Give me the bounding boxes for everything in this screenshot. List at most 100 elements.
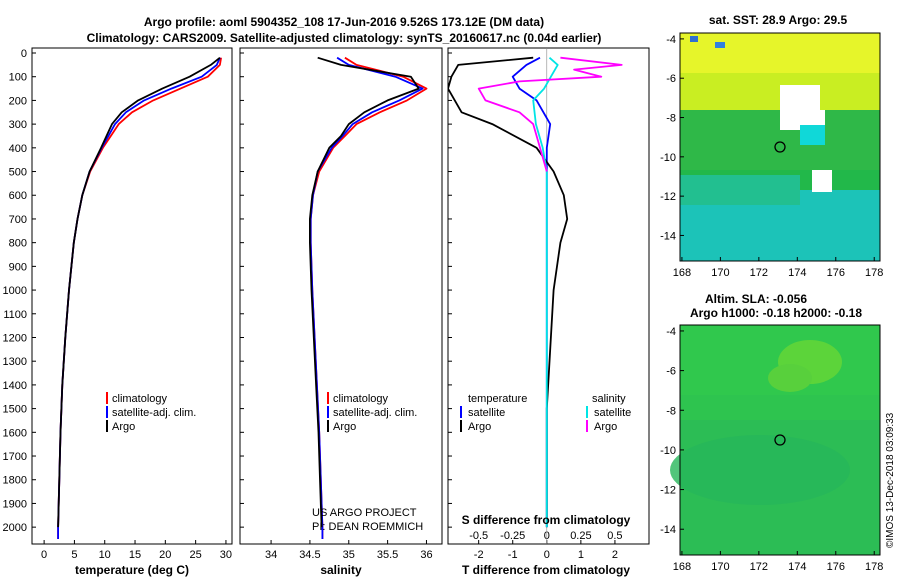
x-tick-label: 34.5 — [299, 549, 320, 561]
depth-tick-label: 1500 — [3, 404, 27, 416]
map-x-tick-label: 176 — [827, 267, 845, 279]
salinity-xlabel: salinity — [320, 563, 362, 577]
title-line-2: Climatology: CARS2009. Satellite-adjuste… — [87, 31, 602, 45]
sla-map-frame — [679, 324, 881, 556]
depth-tick-label: 1300 — [3, 356, 27, 368]
map-y-tick-label: -6 — [666, 73, 676, 85]
series-argo — [308, 56, 420, 528]
legend-title-salinity: salinity — [592, 393, 626, 405]
map-y-tick-label: -10 — [660, 445, 676, 457]
temperature-panel — [31, 47, 233, 545]
x-axes: 0 5 10 15 20 25 30 34 34.5 35 35.5 36 -2 -1 0 1 2 -0.5 -0.… — [41, 530, 623, 561]
sst-argo-marker — [774, 141, 786, 153]
sst-map — [680, 33, 880, 261]
title-line-1: Argo profile: aoml 5904352_108 17-Jun-20… — [144, 15, 544, 29]
depth-tick-label: 900 — [9, 261, 27, 273]
map-x-tick-label: 174 — [788, 561, 806, 573]
x-tick-label: 36 — [420, 549, 432, 561]
difference-legend: temperature salinity satellite Argo sate… — [460, 393, 631, 433]
t-diff-xlabel: T difference from climatology — [462, 563, 630, 577]
map-x-tick-label: 170 — [711, 267, 729, 279]
sla-map-subtitle: Argo h1000: -0.18 h2000: -0.18 — [690, 306, 862, 320]
depth-tick-label: 1100 — [3, 309, 27, 321]
x-tick-label: 35.5 — [377, 549, 398, 561]
map-x-tick-label: 176 — [827, 561, 845, 573]
x-tick-label: -1 — [508, 549, 518, 561]
depth-tick-label: 400 — [9, 143, 27, 155]
difference-lines — [448, 48, 623, 544]
legend-s-argo: Argo — [594, 421, 617, 433]
legend-t-argo: Argo — [468, 421, 491, 433]
map-y-tick-label: -10 — [660, 152, 676, 164]
depth-tick-label: 0 — [21, 48, 27, 60]
s-diff-tick-label: -0.5 — [469, 530, 488, 542]
legend-climatology: climatology — [112, 393, 168, 405]
depth-tick-label: 1200 — [3, 333, 27, 345]
imos-credit: ©IMOS 13-Dec-2018 03:09:33 — [885, 412, 896, 548]
x-tick-label: 10 — [99, 549, 111, 561]
map-x-tick-label: 168 — [673, 561, 691, 573]
legend-s-satellite: satellite — [594, 407, 631, 419]
sla-argo-marker — [774, 434, 786, 446]
x-tick-label: 1 — [578, 549, 584, 561]
depth-tick-label: 300 — [9, 119, 27, 131]
depth-tick-label: 1000 — [3, 285, 27, 297]
map-x-tick-label: 168 — [673, 267, 691, 279]
map-y-tick-label: -4 — [666, 34, 676, 46]
depth-tick-label: 1900 — [3, 498, 27, 510]
x-tick-label: 2 — [612, 549, 618, 561]
legend-satellite: satellite-adj. clim. — [112, 407, 196, 419]
map-x-tick-label: 174 — [788, 267, 806, 279]
legend-climatology: climatology — [333, 393, 389, 405]
x-tick-label: 0 — [41, 549, 47, 561]
map-y-tick-label: -8 — [666, 113, 676, 125]
depth-tick-label: 100 — [9, 72, 27, 84]
x-tick-label: 5 — [71, 549, 77, 561]
x-tick-label: 20 — [159, 549, 171, 561]
salinity-lines — [308, 56, 428, 539]
temperature-xlabel: temperature (deg C) — [75, 563, 189, 577]
x-tick-label: 15 — [129, 549, 141, 561]
map-x-tick-label: 178 — [865, 561, 883, 573]
sst-map-title: sat. SST: 28.9 Argo: 29.5 — [709, 13, 848, 27]
depth-tick-label: 600 — [9, 190, 27, 202]
temperature-legend: climatology satellite-adj. clim. Argo — [106, 392, 196, 433]
map-y-tick-label: -8 — [666, 405, 676, 417]
depth-tick-label: 700 — [9, 214, 27, 226]
map-y-tick-label: -14 — [660, 524, 676, 536]
sst-map-frame — [679, 32, 881, 262]
s-diff-tick-label: 0.25 — [570, 530, 591, 542]
depth-tick-label: 2000 — [3, 522, 27, 534]
salinity-panel — [239, 47, 443, 545]
depth-tick-label: 800 — [9, 238, 27, 250]
legend-argo: Argo — [333, 421, 356, 433]
x-tick-label: 0 — [544, 549, 550, 561]
depth-tick-label: 500 — [9, 167, 27, 179]
map-y-tick-label: -14 — [660, 230, 676, 242]
series-s-argo — [477, 56, 623, 172]
map-x-tick-label: 170 — [711, 561, 729, 573]
series-s-satellite — [532, 57, 559, 528]
map-y-tick-label: -12 — [660, 485, 676, 497]
pi-annotation: PI: DEAN ROEMMICH — [312, 521, 423, 533]
s-diff-tick-label: -0.25 — [500, 530, 525, 542]
map-x-tick-label: 172 — [750, 561, 768, 573]
depth-tick-label: 200 — [9, 95, 27, 107]
s-diff-tick-label: 0.5 — [607, 530, 622, 542]
x-tick-label: 35 — [343, 549, 355, 561]
depth-tick-label: 1600 — [3, 427, 27, 439]
series-t-argo — [448, 56, 569, 528]
depth-tick-label: 1400 — [3, 380, 27, 392]
legend-title-temperature: temperature — [468, 393, 527, 405]
sla-map-title: Altim. SLA: -0.056 — [705, 292, 807, 306]
legend-t-satellite: satellite — [468, 407, 505, 419]
depth-tick-label: 1800 — [3, 475, 27, 487]
salinity-legend: climatology satellite-adj. clim. Argo — [327, 392, 417, 433]
map-x-tick-label: 172 — [750, 267, 768, 279]
s-diff-xlabel: S difference from climatology — [462, 513, 631, 527]
legend-argo: Argo — [112, 421, 135, 433]
x-tick-label: -2 — [474, 549, 484, 561]
depth-tick-label: 1700 — [3, 451, 27, 463]
depth-axis: 0 100 200 300 400 500 600 700 800 900 1000 1100 1200… — [3, 48, 452, 534]
